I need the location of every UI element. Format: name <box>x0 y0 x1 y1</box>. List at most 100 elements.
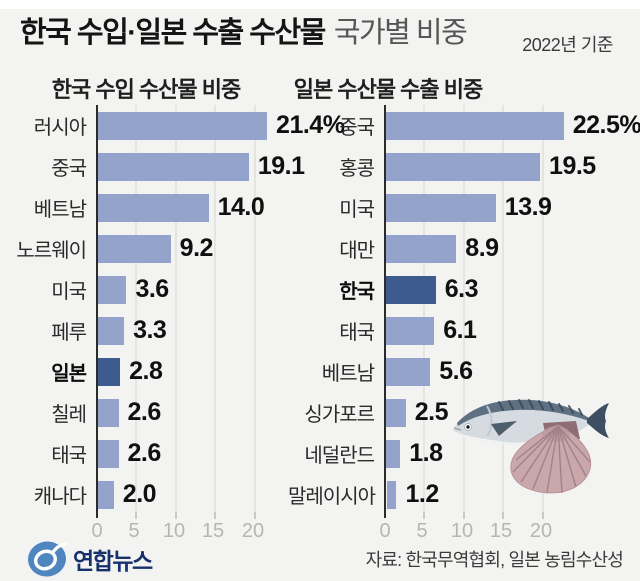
bar-track: 5.6 <box>384 357 640 386</box>
category-label: 미국 <box>51 281 87 303</box>
date-note: 2022년 기준 <box>522 35 613 55</box>
bar-track: 3.3 <box>96 316 312 345</box>
y-axis-line <box>384 105 640 519</box>
chart-korea-imports: 러시아 21.4% 중국 19.1 베트남 14.0 노르웨이 9.2 미국 3.6 페루… <box>0 105 345 550</box>
x-tick-label: 0 <box>379 520 391 542</box>
bar-row: 대만 8.9 <box>288 228 640 269</box>
page-title: 한국 수입·일본 수출 수산물 국가별 비중 <box>20 16 468 50</box>
value-label: 3.3 <box>133 316 167 344</box>
source-note: 자료: 한국무역협회, 일본 농림수산성 <box>365 550 624 570</box>
category-label: 캐나다 <box>33 486 87 508</box>
bar-row: 홍콩 19.5 <box>288 146 640 187</box>
bar <box>386 398 406 427</box>
bar-row: 싱가포르 2.5 <box>288 392 640 433</box>
bar-track: 2.6 <box>96 439 312 468</box>
bar <box>98 152 249 181</box>
bar <box>98 398 119 427</box>
title-main: 한국 수입·일본 수출 수산물 <box>20 17 326 49</box>
bar-rows: 중국 22.5% 홍콩 19.5 미국 13.9 대만 8.9 한국 6.3 태국 6.1 … <box>288 105 640 515</box>
value-label: 19.5 <box>549 152 596 180</box>
bar-track: 9.2 <box>96 234 312 263</box>
category-label: 대만 <box>339 240 375 262</box>
x-axis-ticks: 0 5 10 15 20 <box>379 520 640 544</box>
logo-text: 연합뉴스 <box>73 548 153 574</box>
bar-row: 태국 2.6 <box>0 433 312 474</box>
x-tick-label: 10 <box>162 520 186 542</box>
category-label: 노르웨이 <box>16 240 87 262</box>
value-label: 2.0 <box>122 480 157 508</box>
value-label: 5.6 <box>439 357 473 385</box>
bar-track: 6.1 <box>384 316 640 345</box>
x-axis-ticks: 0 5 10 15 20 <box>91 520 312 544</box>
bar-row: 노르웨이 9.2 <box>0 228 312 269</box>
bar-row: 러시아 21.4% <box>0 105 345 146</box>
bar-row: 한국 6.3 <box>288 269 640 310</box>
value-label: 1.8 <box>409 439 443 467</box>
value-label: 2.6 <box>127 398 162 426</box>
value-label: 8.9 <box>465 234 499 262</box>
tick-mark <box>214 512 216 519</box>
title-sub: 국가별 비중 <box>333 17 468 49</box>
bar-track: 14.0 <box>96 193 312 222</box>
bar-track: 6.3 <box>384 275 640 304</box>
bar-track: 2.6 <box>96 398 312 427</box>
fish-scallop-illustration <box>453 399 609 494</box>
value-label: 3.6 <box>135 275 169 303</box>
top-white-band <box>0 0 640 9</box>
bar-row: 네덜란드 1.8 <box>288 433 640 474</box>
y-axis-line <box>96 105 312 519</box>
gridline <box>254 105 256 512</box>
bar-row: 베트남 14.0 <box>0 187 312 228</box>
bar-track: 3.6 <box>96 275 312 304</box>
gridline <box>463 105 465 512</box>
yonhap-logo-icon <box>28 541 67 577</box>
x-tick-label: 5 <box>416 520 428 542</box>
tick-mark <box>254 512 256 519</box>
category-label: 중국 <box>339 117 375 139</box>
value-label: 9.2 <box>179 234 214 262</box>
tick-mark <box>423 512 425 519</box>
bar <box>386 357 431 386</box>
bar <box>386 316 435 345</box>
value-label: 2.6 <box>127 439 162 467</box>
category-label: 베트남 <box>321 363 375 385</box>
category-label: 베트남 <box>33 199 87 221</box>
value-label: 13.9 <box>504 193 552 221</box>
value-label: 6.1 <box>443 316 477 344</box>
value-label: 2.8 <box>129 357 163 385</box>
value-label: 2.5 <box>414 398 449 426</box>
bar <box>98 439 119 468</box>
tick-mark <box>135 512 137 519</box>
bar-row: 미국 13.9 <box>288 187 640 228</box>
bar-track: 19.5 <box>384 152 640 181</box>
bar <box>386 234 457 263</box>
bar-track: 2.0 <box>96 480 312 509</box>
bar-row: 중국 19.1 <box>0 146 312 187</box>
value-label: 1.2 <box>405 480 439 508</box>
bar-track: 2.8 <box>96 357 312 386</box>
value-label: 21.4% <box>276 111 345 139</box>
x-tick-label: 15 <box>201 520 225 542</box>
bar-row: 중국 22.5% <box>288 105 640 146</box>
bar <box>386 275 436 304</box>
bar <box>98 480 114 509</box>
category-label: 홍콩 <box>339 158 375 180</box>
chart-japan-exports: 중국 22.5% 홍콩 19.5 미국 13.9 대만 8.9 한국 6.3 태국 6.1 … <box>288 105 640 550</box>
yonhap-logo: 연합뉴스 <box>26 539 153 579</box>
bar-row: 칠레 2.6 <box>0 392 312 433</box>
category-label: 한국 <box>339 281 375 303</box>
bar-track: 13.9 <box>384 193 640 222</box>
gridline <box>135 105 137 512</box>
bar-row: 일본 2.8 <box>0 351 312 392</box>
bar <box>98 193 209 222</box>
bar-track: 2.5 <box>384 398 640 427</box>
x-tick-label: 5 <box>128 520 140 542</box>
tick-mark <box>175 512 177 519</box>
category-label: 중국 <box>51 158 87 180</box>
bar <box>387 480 397 509</box>
bar-track: 19.1 <box>96 152 312 181</box>
x-tick-label: 15 <box>489 520 513 542</box>
bar-rows: 러시아 21.4% 중국 19.1 베트남 14.0 노르웨이 9.2 미국 3.6 페루… <box>0 105 345 515</box>
bar <box>98 357 121 386</box>
x-tick-label: 20 <box>529 520 553 542</box>
